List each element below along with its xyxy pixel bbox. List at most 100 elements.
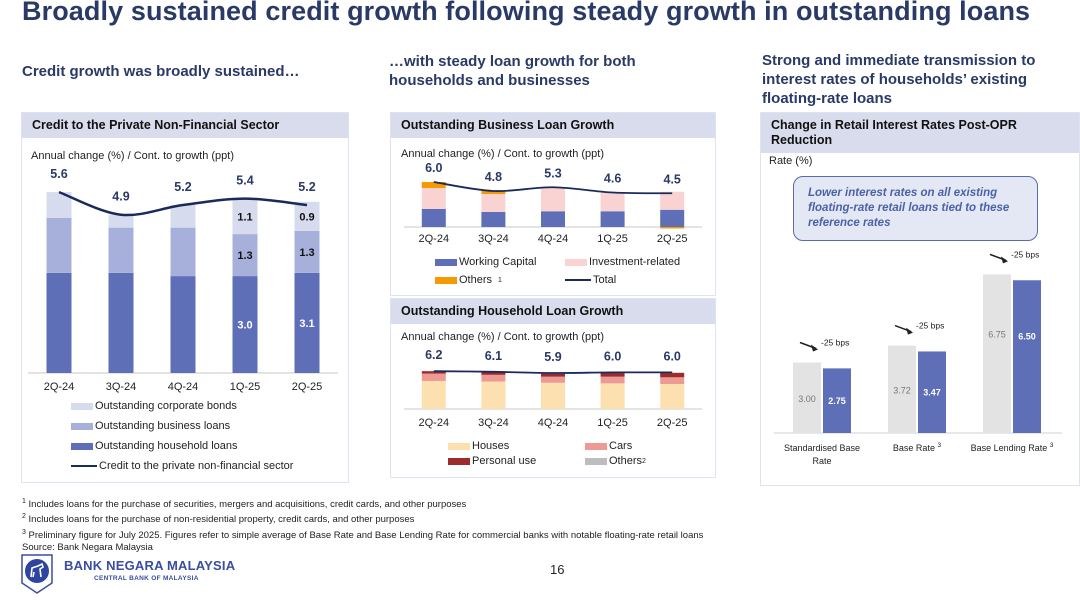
segment-label: 1.3	[237, 250, 252, 262]
bar-segment-outstanding-corporate-bonds	[108, 214, 134, 228]
bar-value-label: 6.50	[1018, 332, 1036, 342]
total-value-label: 5.9	[544, 350, 561, 364]
legend-item-others: Others 1	[435, 274, 502, 286]
total-value-label: 5.4	[236, 174, 253, 188]
legend-item-bonds: Outstanding corporate bonds	[71, 400, 237, 412]
x-tick-label: 2Q-25	[292, 381, 323, 393]
bar-segment-investment-related	[600, 192, 625, 212]
bar-segment-investment-related	[421, 188, 446, 209]
footnote-1: 1 Includes loans for the purchase of sec…	[22, 498, 467, 511]
bar-segment-others	[660, 372, 685, 374]
legend-swatch	[71, 464, 97, 468]
business-chart: 2Q-24 3Q-24 4Q-24 1Q-25 2Q-25 6.0 4.8 5.3 4.6 4.5	[404, 161, 702, 245]
bar-value-label: 2.75	[828, 396, 846, 406]
callout-box: Lower interest rates on all existing flo…	[793, 176, 1038, 241]
arrow-head-icon	[1001, 256, 1008, 264]
rates-chart-title: Change in Retail Interest Rates Post-OPR…	[761, 113, 1079, 153]
x-tick-label: Standardised Base	[784, 443, 860, 453]
segment-label: 3.1	[299, 318, 314, 330]
x-tick-label: 1Q-25	[597, 233, 628, 245]
legend-item-houses: Houses	[448, 440, 509, 452]
x-tick-label: 2Q-25	[657, 233, 688, 245]
total-value-label: 6.1	[485, 349, 502, 363]
bar-segment-outstanding-corporate-bonds	[232, 198, 258, 235]
legend-swatch	[565, 258, 587, 266]
bar-segment-cars	[481, 374, 506, 382]
bar-segment-houses	[481, 381, 506, 409]
x-tick-label: Base Lending Rate 3	[971, 442, 1054, 453]
credit-panel: Credit to the Private Non-Financial Sect…	[21, 112, 349, 483]
x-tick-label: Base Rate 3	[893, 442, 942, 453]
legend-label: Total	[593, 274, 617, 286]
bar-segment-others	[660, 227, 685, 229]
legend-swatch	[435, 258, 457, 266]
bar-segment-personal-use	[660, 373, 685, 378]
business-axis-caption: Annual change (%) / Cont. to growth (ppt…	[401, 148, 604, 160]
bar-segment-houses	[600, 383, 625, 409]
bar-segment-outstanding-business-loans	[46, 217, 72, 273]
bank-logo	[20, 553, 54, 595]
bar-segment-working-capital	[600, 211, 625, 227]
footnote-mark: 2	[642, 457, 646, 465]
x-tick-label: 2Q-24	[419, 417, 450, 429]
source-note: Source: Bank Negara Malaysia	[22, 542, 153, 554]
logo-name: BANK NEGARA MALAYSIA	[64, 558, 236, 573]
bar-segment-working-capital	[421, 209, 446, 227]
bar-before	[888, 345, 916, 433]
credit-chart-title: Credit to the Private Non-Financial Sect…	[22, 113, 348, 138]
bar-segment-outstanding-household-loans	[294, 272, 320, 373]
x-tick-label: Rate	[812, 456, 831, 466]
bar-segment-outstanding-corporate-bonds	[170, 205, 196, 228]
bar-before	[793, 362, 821, 433]
footnote-mark: 1	[498, 276, 502, 284]
x-tick-label: 4Q-24	[538, 417, 569, 429]
household-axis-caption: Annual change (%) / Cont. to growth (ppt…	[401, 331, 604, 343]
legend-swatch	[565, 278, 591, 282]
x-tick-label: 4Q-24	[538, 233, 569, 245]
x-tick-label: 3Q-24	[478, 417, 509, 429]
bar-segment-personal-use	[541, 373, 565, 377]
footnotes: 1 Includes loans for the purchase of sec…	[22, 496, 703, 555]
bar-after	[918, 351, 946, 433]
bar-segment-outstanding-household-loans	[232, 276, 258, 373]
x-tick-label: 3Q-24	[478, 233, 509, 245]
bar-segment-outstanding-corporate-bonds	[294, 201, 320, 231]
bar-segment-outstanding-household-loans	[46, 272, 72, 373]
total-value-label: 6.2	[425, 348, 442, 362]
legend-item-cars: Cars	[585, 440, 632, 452]
bar-after	[1013, 280, 1041, 433]
bar-after	[823, 368, 851, 433]
legend-label: Personal use	[472, 455, 537, 467]
bar-segment-houses	[660, 383, 685, 409]
total-value-label: 4.5	[664, 172, 681, 186]
legend-label: Investment-related	[589, 256, 681, 268]
bar-segment-others	[481, 191, 506, 194]
legend-swatch	[71, 442, 93, 450]
bar-segment-cars	[600, 376, 625, 384]
x-tick-label: 2Q-25	[657, 417, 688, 429]
bar-segment-working-capital	[660, 209, 685, 227]
bar-value-label: 3.00	[798, 394, 816, 404]
total-value-label: 6.0	[425, 161, 442, 175]
bar-segment-working-capital	[481, 212, 506, 227]
legend-label: Houses	[472, 440, 510, 452]
total-value-label: 5.3	[544, 166, 561, 180]
legend-label: Cars	[609, 440, 633, 452]
bar-segment-outstanding-business-loans	[294, 230, 320, 273]
legend-label: Credit to the private non-financial sect…	[99, 460, 294, 472]
legend-item-credit-line: Credit to the private non-financial sect…	[71, 460, 293, 472]
segment-label: 3.0	[237, 320, 252, 332]
household-chart-title: Outstanding Household Loan Growth	[391, 299, 715, 324]
total-value-label: 6.0	[604, 349, 621, 363]
bar-segment-investment-related	[541, 188, 565, 212]
change-annotation: -25 bps	[916, 321, 944, 331]
bar-segment-personal-use	[600, 373, 625, 377]
footnote-3: 3 Preliminary figure for July 2025. Figu…	[22, 528, 704, 542]
legend-item-personal-use: Personal use	[448, 455, 536, 467]
total-value-label: 5.2	[298, 180, 315, 194]
total-value-label: 5.2	[174, 180, 191, 194]
household-chart: 2Q-24 3Q-24 4Q-24 1Q-25 2Q-25 6.2 6.1 5.9 6.0 6.0	[404, 348, 702, 429]
credit-axis-caption: Annual change (%) / Cont. to growth (ppt…	[31, 150, 234, 162]
total-value-label: 4.8	[485, 170, 502, 184]
legend-swatch	[435, 276, 457, 284]
